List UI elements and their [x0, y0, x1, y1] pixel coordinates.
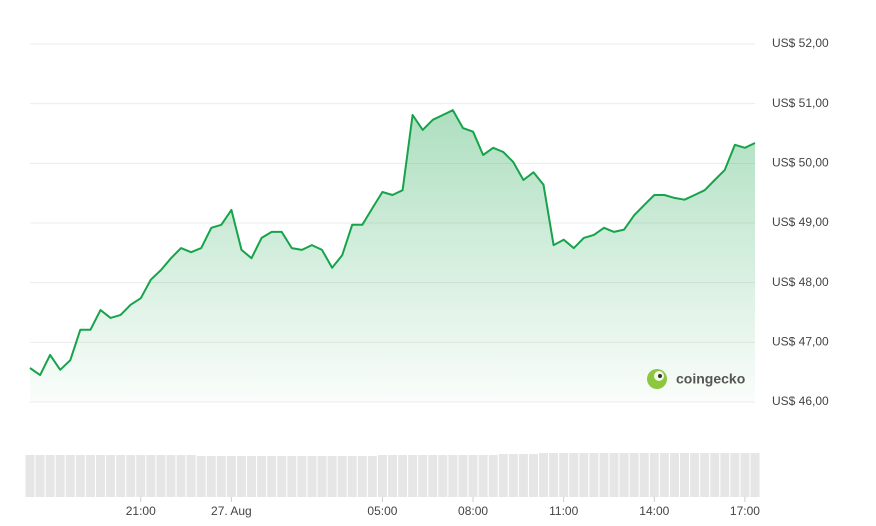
volume-bar	[730, 453, 740, 497]
volume-bar	[649, 453, 659, 497]
volume-bar	[488, 455, 498, 497]
x-tick-label: 14:00	[639, 504, 669, 518]
volume-bar	[388, 455, 397, 497]
volume-bar	[317, 456, 327, 497]
volume-bar	[116, 455, 126, 497]
volume-bar	[559, 453, 569, 497]
volume-bar	[166, 455, 176, 497]
y-tick-label: US$ 51,00	[772, 96, 829, 110]
volume-bar	[106, 455, 116, 497]
volume-bar	[176, 455, 186, 497]
area	[30, 110, 755, 402]
volume-bar	[307, 456, 317, 497]
y-tick-label: US$ 46,00	[772, 394, 829, 408]
volume-bar	[25, 455, 35, 497]
volume-bar	[257, 456, 267, 497]
logo: coingecko	[647, 369, 745, 389]
price-line	[29, 109, 756, 377]
volume-bar	[216, 456, 226, 497]
volume-bar	[639, 453, 649, 497]
volume-bar	[85, 455, 95, 497]
volume-bar	[297, 456, 307, 497]
x-tick-label: 21:00	[126, 504, 156, 518]
volume-bar	[690, 453, 700, 497]
volume-bar	[367, 456, 377, 497]
volume-bar	[750, 453, 760, 497]
y-tick-label: US$ 50,00	[772, 156, 829, 170]
volume-bar	[468, 455, 478, 497]
volume-bar	[75, 455, 85, 497]
volume-bar	[589, 453, 599, 497]
volume-bar	[247, 456, 257, 497]
volume-bar	[599, 453, 609, 497]
volume-bar	[408, 455, 418, 497]
volume-bar	[65, 455, 75, 497]
volume-bar	[156, 455, 166, 497]
volume-bar	[539, 453, 549, 497]
volume-bar	[700, 453, 710, 497]
volume-bar	[337, 456, 347, 497]
volume-bar	[629, 453, 639, 497]
y-tick-label: US$ 49,00	[772, 215, 829, 229]
volume-bar	[478, 455, 488, 497]
volume-bar	[579, 453, 589, 497]
volume-bar	[357, 456, 367, 497]
volume-bar	[549, 453, 559, 497]
volume-bar	[458, 455, 468, 497]
volume-bar	[347, 456, 357, 497]
volume-bar	[428, 455, 438, 497]
volume-bar	[398, 455, 408, 497]
volume-bar	[186, 455, 196, 497]
volume-bar	[45, 455, 55, 497]
x-tick-label: 05:00	[367, 504, 397, 518]
volume-bar	[196, 456, 206, 497]
x-tick-label: 17:00	[730, 504, 760, 518]
volume-bar	[136, 455, 146, 497]
volume-bar	[126, 455, 136, 497]
watermark: coingecko	[676, 371, 745, 387]
volume-bar	[518, 454, 528, 497]
volume-bar	[720, 453, 730, 497]
volume-bar	[498, 454, 508, 497]
volume-bar	[55, 455, 65, 497]
x-tick-label: 08:00	[458, 504, 488, 518]
volume-bar	[287, 456, 297, 497]
volume-bar	[277, 456, 287, 497]
volume-bar	[508, 454, 518, 497]
y-tick-label: US$ 52,00	[772, 36, 829, 50]
y-tick-label: US$ 48,00	[772, 275, 829, 289]
volume-bar	[740, 453, 750, 497]
volume-bar	[95, 455, 105, 497]
volume-bar	[659, 453, 669, 497]
volume-bar	[569, 453, 579, 497]
volume-bar	[226, 456, 236, 497]
volume-bar	[146, 455, 156, 497]
volume-bar	[680, 453, 690, 497]
volume-bar	[528, 454, 538, 497]
volume-bar	[710, 453, 720, 497]
volume-bar	[377, 455, 387, 497]
x-tick-label: 11:00	[549, 504, 578, 518]
volume-bar	[35, 455, 45, 497]
volume-bar	[206, 456, 216, 497]
volume-bar	[236, 456, 246, 497]
volume-bar	[438, 455, 448, 497]
volume-bar	[669, 453, 679, 497]
volume-bar	[448, 455, 458, 497]
volume-bar	[609, 453, 619, 497]
x-tick-label: 27. Aug	[211, 504, 252, 518]
volume-bar	[327, 456, 337, 497]
volume-bar	[619, 453, 629, 497]
volume-bar	[267, 456, 277, 497]
volume-bar	[418, 455, 428, 497]
y-tick-label: US$ 47,00	[772, 335, 829, 349]
